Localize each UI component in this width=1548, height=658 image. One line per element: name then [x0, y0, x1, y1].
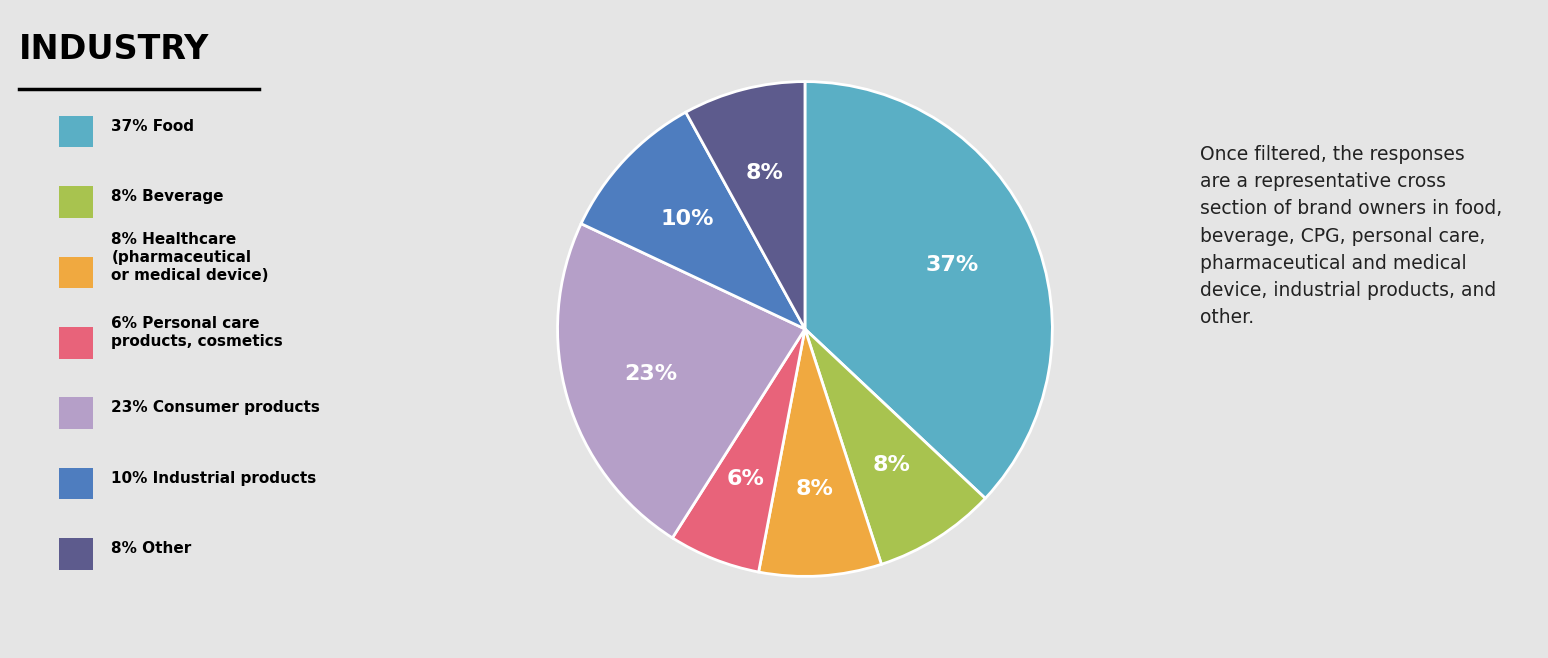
Text: INDUSTRY: INDUSTRY	[19, 33, 209, 66]
Wedge shape	[759, 329, 881, 576]
Text: 23% Consumer products: 23% Consumer products	[111, 401, 320, 415]
Text: Once filtered, the responses
are a representative cross
section of brand owners : Once filtered, the responses are a repre…	[1200, 145, 1502, 327]
Wedge shape	[805, 329, 986, 565]
Wedge shape	[580, 113, 805, 329]
Text: 6% Personal care
products, cosmetics: 6% Personal care products, cosmetics	[111, 316, 283, 349]
Text: 8% Healthcare
(pharmaceutical
or medical device): 8% Healthcare (pharmaceutical or medical…	[111, 232, 269, 283]
Wedge shape	[672, 329, 805, 572]
Text: 8% Beverage: 8% Beverage	[111, 190, 224, 204]
Text: 8% Other: 8% Other	[111, 542, 192, 556]
Text: 6%: 6%	[728, 468, 765, 488]
Wedge shape	[686, 82, 805, 329]
Wedge shape	[557, 224, 805, 538]
Text: 10%: 10%	[661, 209, 715, 229]
Text: 10% Industrial products: 10% Industrial products	[111, 471, 317, 486]
Text: 37% Food: 37% Food	[111, 119, 195, 134]
Text: 8%: 8%	[872, 455, 910, 475]
Wedge shape	[805, 82, 1053, 498]
Text: 8%: 8%	[796, 480, 834, 499]
Text: 8%: 8%	[746, 163, 783, 183]
Text: 37%: 37%	[926, 255, 980, 275]
Text: 23%: 23%	[624, 364, 676, 384]
